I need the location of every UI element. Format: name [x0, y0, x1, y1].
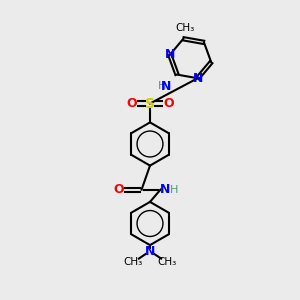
- Text: CH₃: CH₃: [124, 257, 143, 267]
- Text: H: H: [158, 81, 166, 92]
- Text: N: N: [165, 48, 175, 62]
- Text: CH₃: CH₃: [157, 257, 176, 267]
- Text: N: N: [145, 245, 155, 258]
- Text: O: O: [126, 97, 137, 110]
- Text: N: N: [160, 80, 171, 93]
- Text: O: O: [113, 183, 124, 196]
- Text: O: O: [163, 97, 174, 110]
- Text: N: N: [193, 72, 203, 85]
- Text: S: S: [145, 97, 155, 110]
- Text: N: N: [160, 183, 170, 196]
- Text: CH₃: CH₃: [175, 23, 194, 33]
- Text: H: H: [170, 184, 178, 195]
